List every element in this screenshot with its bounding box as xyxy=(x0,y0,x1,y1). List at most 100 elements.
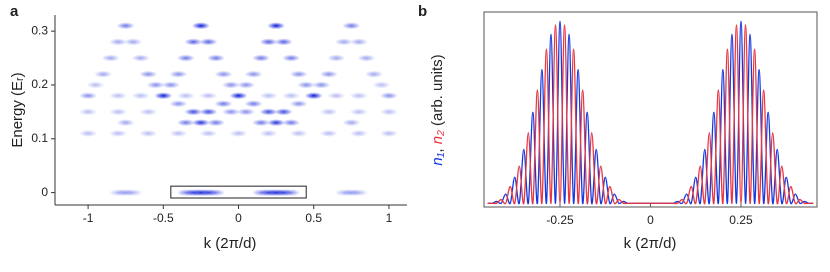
density-blob xyxy=(349,189,368,197)
density-blob xyxy=(282,119,301,127)
density-blob xyxy=(199,108,218,116)
x-tick-label: 0 xyxy=(647,213,654,227)
panel-label: b xyxy=(418,3,427,20)
density-blob xyxy=(289,100,308,108)
density-blob xyxy=(259,108,278,116)
y-tick-label: 0.2 xyxy=(31,77,48,91)
density-blob xyxy=(372,81,391,89)
density-blob xyxy=(124,38,143,46)
density-blob xyxy=(199,129,218,137)
legend-entry: n₂ xyxy=(429,130,446,144)
x-tick-label: -0.25 xyxy=(546,213,574,227)
separator: , xyxy=(429,148,446,152)
density-blob xyxy=(169,100,188,108)
density-blob xyxy=(327,92,346,100)
density-blob xyxy=(267,22,286,30)
density-blob xyxy=(304,92,323,100)
density-blob xyxy=(79,92,98,100)
density-blob xyxy=(259,129,278,137)
density-blob xyxy=(206,189,225,197)
density-blob xyxy=(259,38,278,46)
density-blob xyxy=(146,81,165,89)
density-blob xyxy=(364,70,383,78)
density-blob xyxy=(229,129,248,137)
density-blob xyxy=(131,92,150,100)
density-blob xyxy=(237,81,256,89)
density-blob xyxy=(252,54,271,62)
density-blob xyxy=(349,92,368,100)
density-blob xyxy=(206,119,225,127)
density-blob xyxy=(252,119,271,127)
legend-entry: n₁ xyxy=(429,152,446,165)
data-line xyxy=(487,24,814,205)
density-blob xyxy=(289,129,308,137)
y-tick-label: 0.3 xyxy=(31,23,48,37)
density-blob xyxy=(319,129,338,137)
density-blob xyxy=(94,70,113,78)
density-blob xyxy=(319,70,338,78)
density-blob xyxy=(282,54,301,62)
density-blob xyxy=(297,81,316,89)
density-blob xyxy=(349,38,368,46)
density-blob xyxy=(139,129,158,137)
density-blob xyxy=(334,38,353,46)
x-tick-label: 1 xyxy=(386,211,393,225)
density-blob xyxy=(79,129,98,137)
density-blob xyxy=(319,108,338,116)
density-blob xyxy=(267,119,286,127)
density-blob xyxy=(154,92,173,100)
density-blob xyxy=(184,38,203,46)
density-blob xyxy=(237,108,256,116)
density-blob xyxy=(176,92,195,100)
density-blob xyxy=(274,108,293,116)
density-blob xyxy=(109,38,128,46)
density-blob xyxy=(342,22,361,30)
density-blob xyxy=(229,92,248,100)
density-blob xyxy=(349,129,368,137)
density-blob xyxy=(79,108,98,116)
density-blob xyxy=(379,108,398,116)
density-blob xyxy=(312,81,331,89)
x-tick-label: 0 xyxy=(235,211,242,225)
x-tick-label: -0.5 xyxy=(153,211,174,225)
density-blob xyxy=(109,108,128,116)
density-blob xyxy=(124,189,143,197)
density-blob xyxy=(139,108,158,116)
density-blob xyxy=(184,108,203,116)
density-blob xyxy=(379,129,398,137)
density-blob xyxy=(282,189,301,197)
x-axis-label: k (2π/d) xyxy=(204,235,257,252)
density-blob xyxy=(222,108,240,116)
density-blob xyxy=(206,54,225,62)
density-blob xyxy=(116,119,135,127)
density-blob xyxy=(191,119,210,127)
density-blob xyxy=(289,70,308,78)
density-blob xyxy=(169,70,188,78)
density-blob xyxy=(349,108,368,116)
x-tick-label: 0.5 xyxy=(305,211,322,225)
x-tick-label: -1 xyxy=(83,211,94,225)
density-blob xyxy=(176,54,195,62)
x-axis-label: k (2π/d) xyxy=(624,235,677,252)
density-blob xyxy=(109,92,128,100)
density-blob xyxy=(169,129,188,137)
density-blob xyxy=(161,81,180,89)
panel-label: a xyxy=(10,3,19,20)
density-blob xyxy=(176,119,195,127)
density-blob xyxy=(357,54,376,62)
y-axis-unit: (arb. units) xyxy=(429,54,446,126)
y-tick-label: 0.1 xyxy=(31,131,48,145)
density-blob xyxy=(86,81,105,89)
density-blob xyxy=(327,54,346,62)
density-blob xyxy=(274,38,293,46)
density-blob xyxy=(199,92,218,100)
density-blob xyxy=(259,92,278,100)
density-blob xyxy=(244,70,263,78)
density-blob xyxy=(282,92,301,100)
density-blob xyxy=(101,54,120,62)
y-tick-label: 0 xyxy=(41,185,48,199)
density-blob xyxy=(109,129,128,137)
density-blob xyxy=(116,22,135,30)
y-axis-label: n₁, n₂ (arb. units) xyxy=(429,54,446,165)
